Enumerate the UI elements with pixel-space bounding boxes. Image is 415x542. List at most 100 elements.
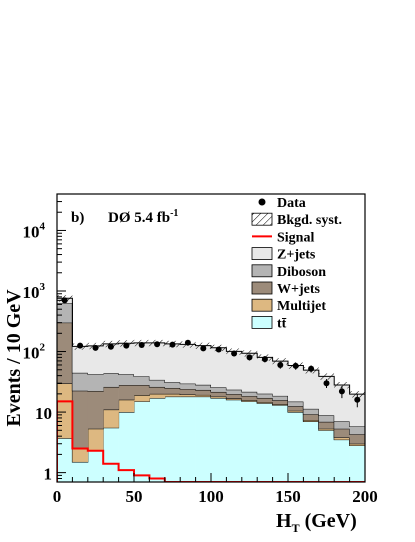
bar-diboson-17 (318, 415, 335, 422)
data-point (308, 365, 315, 372)
syst-band-17 (318, 373, 335, 380)
y-tick-label: 10 (35, 404, 52, 423)
bar-tt-3 (103, 427, 119, 482)
bar-diboson-4 (118, 374, 135, 386)
legend-label: Z+jets (277, 248, 316, 263)
bar-multijet-16 (303, 419, 320, 422)
bar-multijet-0 (57, 383, 73, 439)
bar-wjets-19 (349, 434, 365, 444)
bar-wjets-8 (180, 389, 196, 395)
bar-diboson-10 (211, 387, 227, 392)
legend-swatch (251, 264, 273, 278)
legend-swatch (251, 247, 273, 261)
bar-zjets-16 (303, 370, 320, 409)
bar-tt-12 (241, 401, 258, 482)
bar-diboson-2 (87, 374, 104, 391)
bar-multijet-7 (164, 393, 181, 397)
bar-tt-8 (180, 396, 196, 482)
bar-tt-10 (211, 398, 227, 482)
bar-multijet-13 (257, 402, 273, 404)
y-tick-label: 1 (44, 465, 53, 484)
data-point (338, 388, 345, 395)
legend-label: Signal (277, 230, 314, 245)
legend-label: Multijet (277, 299, 326, 314)
x-tick-label: 150 (275, 487, 301, 506)
bar-zjets-12 (241, 353, 258, 392)
bar-tt-18 (334, 439, 350, 482)
bar-diboson-7 (164, 382, 181, 388)
bar-multijet-9 (195, 394, 212, 397)
bar-zjets-18 (334, 385, 350, 422)
bar-tt-9 (195, 396, 212, 482)
bar-multijet-8 (180, 394, 196, 397)
bar-wjets-7 (164, 387, 181, 394)
bar-wjets-9 (195, 389, 212, 395)
bar-wjets-10 (211, 391, 227, 397)
bar-multijet-4 (118, 399, 135, 413)
syst-band-12 (241, 350, 258, 357)
data-point (292, 362, 299, 369)
data-point (77, 342, 84, 349)
bar-multijet-12 (241, 400, 258, 402)
x-tick-label: 200 (352, 487, 378, 506)
bar-diboson-5 (134, 376, 150, 386)
bar-diboson-0 (57, 303, 73, 323)
data-point (200, 345, 207, 352)
bar-tt-11 (226, 399, 243, 482)
bar-tt-4 (118, 412, 135, 482)
data-point (61, 297, 68, 304)
bar-zjets-3 (103, 343, 119, 374)
x-tick-label: 0 (53, 487, 62, 506)
data-point (184, 339, 191, 346)
legend-label: Diboson (277, 265, 326, 280)
x-tick-label: 50 (126, 487, 143, 506)
legend-label: Data (277, 196, 306, 211)
bar-diboson-15 (288, 401, 304, 407)
data-point (215, 346, 222, 353)
bar-tt-0 (57, 438, 73, 482)
experiment-label: DØ 5.4 fb-1 (108, 208, 178, 226)
x-tick-label: 100 (198, 487, 224, 506)
y-tick-label: 104 (23, 220, 46, 241)
bar-zjets-11 (226, 351, 243, 390)
bar-tt-2 (87, 450, 104, 482)
bar-wjets-13 (257, 397, 273, 403)
bar-tt-7 (164, 396, 181, 482)
bar-wjets-18 (334, 428, 350, 438)
bar-zjets-5 (134, 342, 150, 377)
data-point (261, 356, 268, 363)
bar-multijet-3 (103, 409, 119, 428)
bar-tt-17 (318, 430, 335, 482)
data-point (354, 396, 361, 403)
bar-multijet-11 (226, 398, 243, 400)
bar-wjets-1 (72, 390, 89, 449)
bar-diboson-14 (272, 395, 289, 401)
bar-tt-5 (134, 401, 150, 482)
x-axis-title: HT (GeV) (276, 510, 357, 535)
legend-marker-data (258, 198, 266, 206)
bar-wjets-4 (118, 385, 135, 400)
data-point (154, 341, 161, 348)
y-tick-label: 103 (23, 281, 46, 302)
data-point (169, 341, 176, 348)
bar-zjets-8 (180, 344, 196, 384)
data-points (61, 297, 361, 408)
axes: 0 50 100 150 200 1 10 102 103 104 (23, 193, 378, 506)
data-point (277, 361, 284, 368)
bar-zjets-17 (318, 376, 335, 416)
bar-zjets-4 (118, 343, 135, 375)
bar-wjets-15 (288, 406, 304, 411)
bar-multijet-15 (288, 410, 304, 413)
data-point (107, 343, 114, 350)
bar-diboson-13 (257, 393, 273, 398)
bar-tt-19 (349, 445, 365, 482)
bar-tt-14 (272, 405, 289, 482)
bar-zjets-2 (87, 345, 104, 375)
bar-diboson-9 (195, 384, 212, 390)
y-axis-title: Events / 10 GeV (3, 289, 25, 427)
bar-multijet-1 (72, 448, 89, 462)
bar-wjets-12 (241, 396, 258, 401)
bar-multijet-10 (211, 396, 227, 399)
